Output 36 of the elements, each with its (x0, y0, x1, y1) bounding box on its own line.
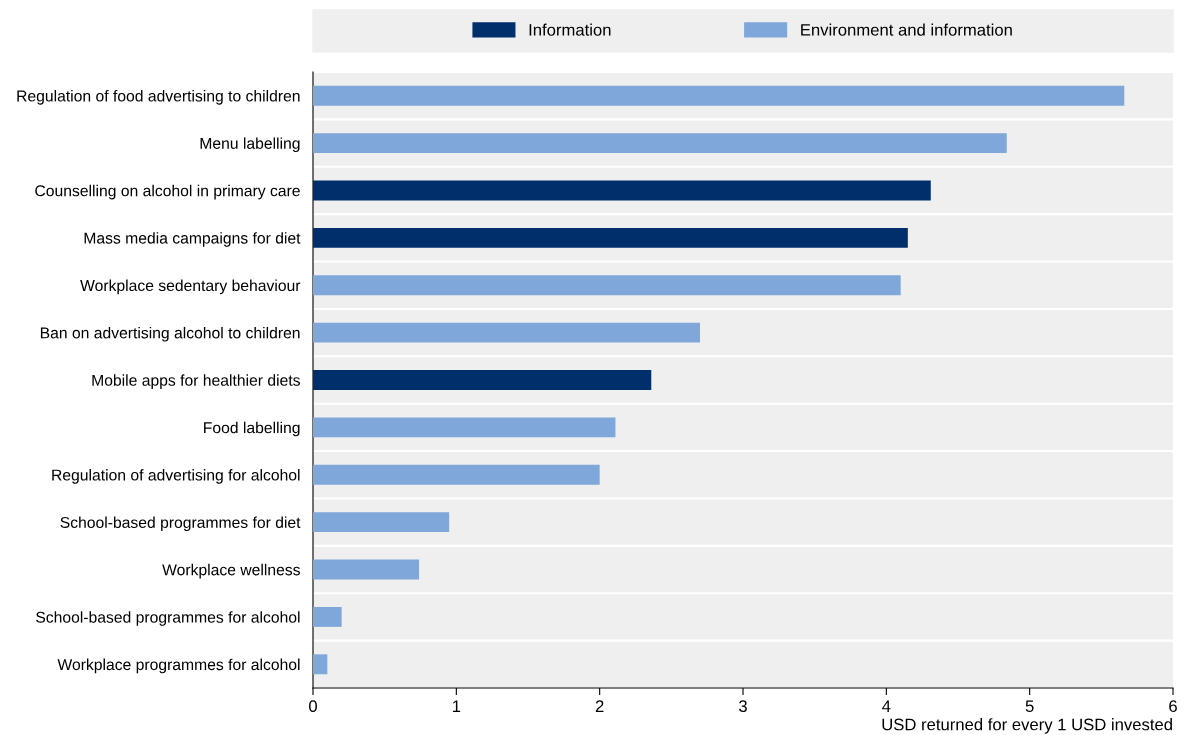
y-tick-label: Ban on advertising alcohol to children (40, 326, 300, 342)
y-tick-label: Menu labelling (200, 137, 300, 153)
legend-label: Environment and information (801, 23, 1012, 36)
bar (313, 654, 328, 675)
x-tick-label: 0 (309, 700, 317, 713)
bar (313, 85, 1125, 106)
y-tick-label: Food labelling (204, 421, 300, 437)
bar (313, 559, 420, 580)
bar (313, 180, 931, 201)
bar (313, 606, 342, 627)
x-axis-title: USD returned for every 1 USD invested (882, 718, 1172, 734)
bar (313, 133, 1007, 154)
y-tick-label: Counselling on alcohol in primary care (35, 184, 300, 200)
bar (313, 227, 908, 248)
legend-label: Information (529, 23, 611, 36)
x-tick-label: 5 (1025, 700, 1034, 713)
y-tick-label: Regulation of advertising for alcohol (52, 469, 300, 484)
x-tick-label: 4 (882, 700, 891, 712)
x-tick-label: 1 (452, 700, 461, 712)
bar (313, 512, 450, 533)
x-tick-label: 3 (739, 700, 747, 713)
y-tick-label: Workplace wellness (162, 563, 300, 579)
y-tick-label: Regulation of food advertising to children (17, 90, 300, 105)
x-tick-label: 2 (595, 700, 604, 712)
bar (313, 464, 600, 485)
bar (313, 417, 616, 438)
y-tick-label: School-based programmes for diet (60, 516, 301, 532)
bar (313, 322, 700, 343)
y-tick-label: Workplace programmes for alcohol (57, 658, 300, 674)
y-tick-label: Mobile apps for healthier diets (92, 374, 300, 389)
y-tick-label: Mass media campaigns for diet (84, 232, 301, 247)
bar (313, 370, 652, 390)
y-tick-label: Workplace sedentary behaviour (80, 279, 301, 295)
x-tick-label: 6 (1169, 700, 1177, 713)
y-tick-label: School-based programmes for alcohol (36, 611, 300, 626)
bar (313, 275, 901, 296)
